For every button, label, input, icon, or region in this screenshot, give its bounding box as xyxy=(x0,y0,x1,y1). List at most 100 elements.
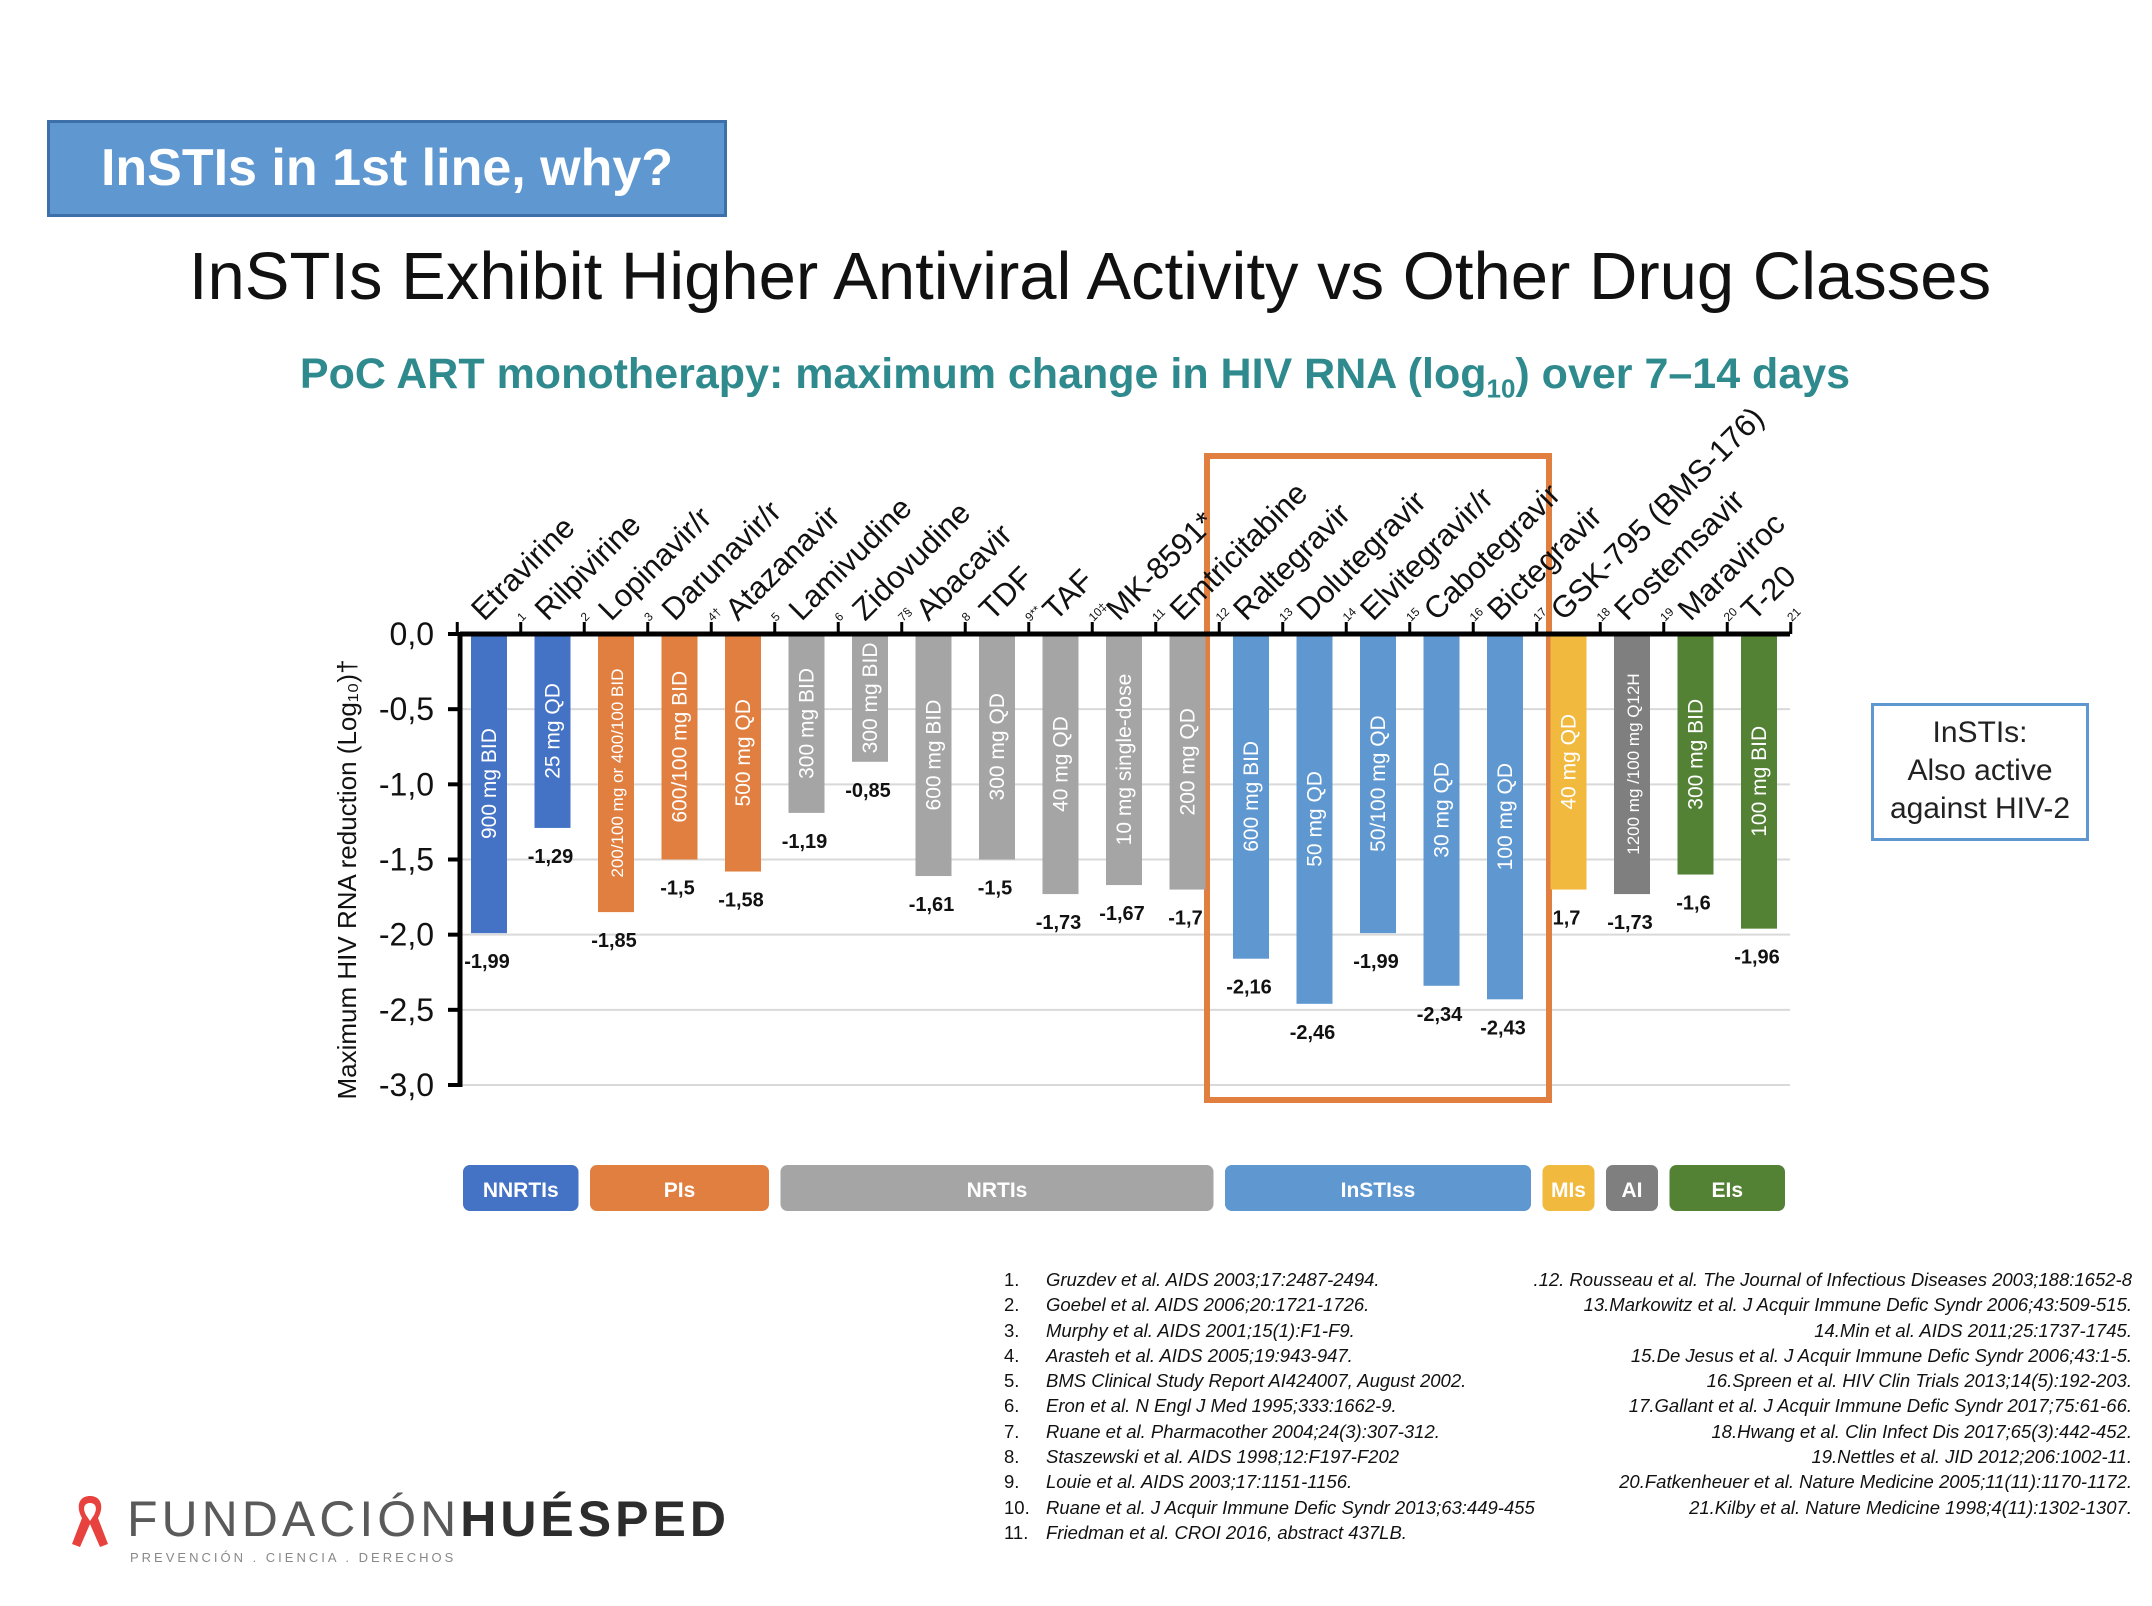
bar-dose-label: 900 mg BID xyxy=(478,728,501,839)
class-legend-pill xyxy=(590,1165,769,1211)
y-tick-label: -2,0 xyxy=(379,917,434,953)
reference-number: 5. xyxy=(1004,1370,1020,1392)
bar-value-label: -1,61 xyxy=(909,894,955,916)
reference-text: Louie et al. AIDS 2003;17:1151-1156. xyxy=(1046,1471,1353,1493)
bar-dose-label: 100 mg BID xyxy=(1748,726,1771,837)
chart-subtitle: PoC ART monotherapy: maximum change in H… xyxy=(0,350,2150,405)
reference-item: 7. Ruane et al. Pharmacother 2004;24(3):3… xyxy=(1004,1419,1535,1444)
bar-dose-label: 300 mg QD xyxy=(986,693,1009,800)
y-tick-label: -0,5 xyxy=(379,691,434,727)
reference-number: 7. xyxy=(1004,1420,1020,1442)
logo-tagline: PREVENCIÓN . CIENCIA . DERECHOS xyxy=(130,1550,457,1565)
bar-value-label: -1,7 xyxy=(1168,908,1202,930)
bar-dose-label: 200/100 mg or 400/100 BID xyxy=(608,669,627,878)
bar-value-label: -0,85 xyxy=(845,780,891,802)
bar-value-label: -1,29 xyxy=(528,846,574,868)
reference-text: Arasteh et al. AIDS 2005;19:943-947. xyxy=(1046,1344,1353,1366)
reference-number: 3. xyxy=(1004,1319,1020,1341)
reference-item: 17.Gallant et al. J Acquir Immune Defic … xyxy=(1628,1395,2132,1417)
bar-value-label: -1,19 xyxy=(782,831,828,853)
bar xyxy=(725,634,761,872)
reference-superscript: 4† xyxy=(705,605,724,624)
class-legend-label: MIs xyxy=(1551,1179,1586,1202)
bar-dose-label: 1200 mg /100 mg Q12H xyxy=(1624,673,1643,854)
reference-superscript: 12 xyxy=(1213,605,1233,625)
bar-value-label: -1,99 xyxy=(464,951,510,973)
reference-superscript: 15 xyxy=(1403,605,1423,625)
y-tick-label: -1,5 xyxy=(379,842,434,878)
subtitle-text-end: ) over 7–14 days xyxy=(1515,350,1851,398)
bar-dose-label: 600/100 mg BID xyxy=(669,671,692,823)
bar-value-label: -1,67 xyxy=(1099,903,1145,925)
bar-dose-label: 30 mg QD xyxy=(1431,762,1454,858)
reference-item: 18.Hwang et al. Clin Infect Dis 2017;65(… xyxy=(1711,1420,2132,1442)
class-legend-pill xyxy=(1669,1165,1785,1211)
bar xyxy=(1106,634,1142,886)
y-tick-label: -2,5 xyxy=(379,992,434,1028)
reference-number: 2. xyxy=(1004,1294,1020,1316)
y-tick-label: 0,0 xyxy=(390,616,434,652)
class-legend-label: NNRTIs xyxy=(483,1179,559,1202)
bar xyxy=(1042,634,1079,895)
reference-item: 1. Gruzdev et al. AIDS 2003;17:2487-2494. xyxy=(1004,1267,1535,1292)
class-legend-pill xyxy=(780,1165,1214,1211)
ribbon-icon xyxy=(72,1496,108,1547)
insti-note-line-1: InSTIs: xyxy=(1932,716,2028,749)
reference-superscript: 13 xyxy=(1276,605,1296,625)
reference-superscript: 19 xyxy=(1657,605,1677,625)
bar-chart: 0,0 -0,5 -1,0 -1,5 -2,0 -2,5 -3,0 Maximum HIV R… xyxy=(332,400,1804,1211)
reference-item: 21.Kilby et al. Nature Medicine 1998;4(1… xyxy=(1689,1496,2132,1518)
bar-dose-label: 25 mg QD xyxy=(542,683,565,779)
reference-superscript: 7§ xyxy=(895,605,914,624)
y-tick-label: -1,0 xyxy=(379,766,434,802)
bar-value-label: -1,5 xyxy=(660,878,694,900)
insti-note-line-2: Also active xyxy=(1907,754,2053,787)
class-legend-label: NRTIs xyxy=(967,1179,1028,1202)
bar xyxy=(1677,634,1714,875)
bar xyxy=(1550,634,1587,890)
reference-item: 3. Murphy et al. AIDS 2001;15(1):F1-F9. xyxy=(1004,1318,1535,1343)
reference-number: 6. xyxy=(1004,1395,1020,1417)
class-legend-label: InSTIss xyxy=(1341,1179,1416,1202)
logo-name-light: FUNDACIÓN xyxy=(127,1491,461,1547)
reference-number: 9. xyxy=(1004,1471,1020,1493)
reference-superscript: 1 xyxy=(514,609,529,624)
reference-superscript: 18 xyxy=(1594,605,1614,625)
reference-text: BMS Clinical Study Report AI424007, Augu… xyxy=(1046,1370,1467,1392)
bar xyxy=(915,634,952,877)
bar-dose-label: 50/100 mg QD xyxy=(1367,715,1390,852)
reference-item: 9. Louie et al. AIDS 2003;17:1151-1156. xyxy=(1004,1469,1535,1494)
reference-item: 13.Markowitz et al. J Acquir Immune Defi… xyxy=(1583,1294,2132,1316)
bar-value-label: -1,99 xyxy=(1353,951,1399,973)
reference-superscript: 2 xyxy=(578,609,593,624)
bar-dose-label: 200 mg QD xyxy=(1177,708,1200,815)
bar-dose-label: 50 mg QD xyxy=(1304,771,1327,867)
logo-name-bold: HUÉSPED xyxy=(460,1491,730,1547)
reference-item: 11. Friedman et al. CROI 2016, abstract 4… xyxy=(1004,1520,1535,1545)
insti-highlight-box xyxy=(1204,453,1552,1103)
bar-value-label: -1,96 xyxy=(1734,947,1780,969)
bar-value-label: -1,58 xyxy=(718,890,764,912)
bar-value-label: -1,73 xyxy=(1036,912,1082,934)
reference-text: Gruzdev et al. AIDS 2003;17:2487-2494. xyxy=(1046,1269,1380,1290)
bar-dose-label: 500 mg QD xyxy=(732,699,755,806)
bar xyxy=(1423,634,1460,986)
bar xyxy=(1741,634,1777,929)
bar-value-label: -2,43 xyxy=(1480,1017,1526,1039)
reference-item: 16.Spreen et al. HIV Clin Trials 2013;14… xyxy=(1706,1370,2132,1392)
reference-text: Murphy et al. AIDS 2001;15(1):F1-F9. xyxy=(1046,1319,1355,1341)
reference-superscript: 20 xyxy=(1721,605,1741,625)
reference-number: 4. xyxy=(1004,1344,1020,1366)
reference-item: 8. Staszewski et al. AIDS 1998;12:F197-F2… xyxy=(1004,1444,1535,1469)
reference-superscript: 21 xyxy=(1784,605,1804,625)
class-legend-label: EIs xyxy=(1711,1179,1743,1202)
bar xyxy=(788,634,825,813)
class-legend-pill xyxy=(1225,1165,1531,1211)
reference-superscript: 5 xyxy=(768,609,783,624)
bar xyxy=(661,634,698,860)
bar-value-label: -1,85 xyxy=(591,930,637,952)
y-axis-title: Maximum HIV RNA reduction (Log₁₀)† xyxy=(332,659,362,1099)
class-legend-pill xyxy=(1606,1165,1658,1211)
reference-superscript: 8 xyxy=(959,609,974,624)
reference-superscript: 11 xyxy=(1149,605,1168,624)
